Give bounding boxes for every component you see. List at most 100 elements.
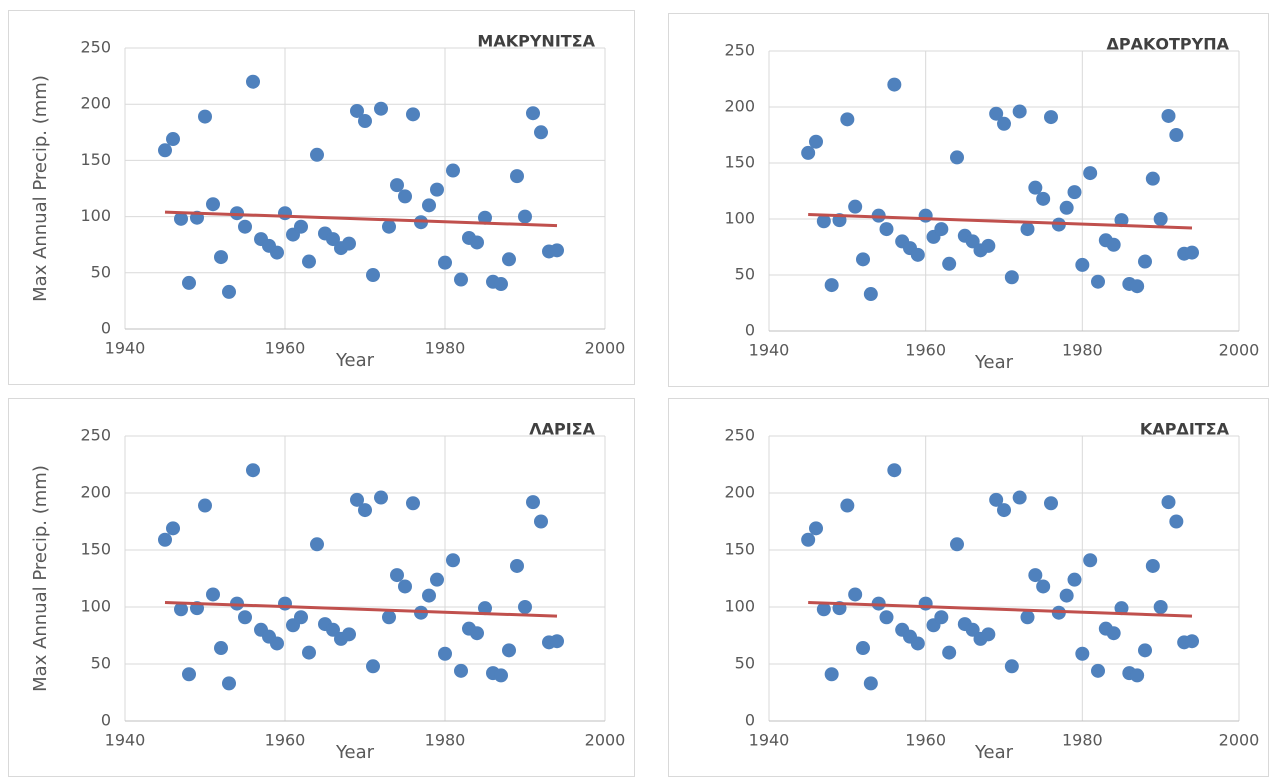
- x-tick-label: 2000: [585, 731, 626, 750]
- x-tick-label: 1980: [1062, 341, 1103, 360]
- data-point: [918, 208, 933, 223]
- data-point: [222, 284, 236, 299]
- data-point: [206, 197, 220, 212]
- x-axis-label: Year: [335, 742, 375, 763]
- data-point: [879, 610, 894, 625]
- data-point: [158, 143, 172, 158]
- chart-title: ΜΑΚΡΥΝΙΤΣΑ: [477, 32, 595, 51]
- data-point: [918, 596, 933, 611]
- data-point: [1075, 646, 1090, 661]
- x-tick-label: 1940: [749, 731, 790, 750]
- data-point: [824, 278, 839, 293]
- data-point: [470, 235, 484, 250]
- y-tick-label: 250: [80, 38, 111, 57]
- trendline: [164, 600, 558, 618]
- data-point: [246, 463, 260, 478]
- data-point: [1028, 180, 1043, 195]
- y-tick-label: 0: [101, 711, 111, 730]
- data-point: [358, 114, 372, 129]
- trendline: [164, 210, 558, 228]
- chart-title: ΔΡΑΚΟΤΡΥΠΑ: [1107, 35, 1230, 54]
- data-point: [390, 568, 404, 583]
- data-point: [174, 211, 188, 226]
- data-point: [1114, 601, 1129, 616]
- data-point: [801, 145, 816, 160]
- data-point: [302, 254, 316, 269]
- chart-title: ΛΑΡΙΣΑ: [529, 420, 595, 439]
- data-point: [863, 676, 878, 691]
- data-point: [382, 610, 396, 625]
- data-point: [158, 532, 172, 547]
- data-point: [198, 498, 212, 513]
- y-tick-label: 200: [724, 97, 755, 116]
- data-point: [406, 496, 420, 511]
- data-point: [1059, 200, 1074, 215]
- chart-panel: 0 50 100 150 200 250 1940 1960 1980 2000 ΜΑΚΡΥΝΙΤΣ…: [8, 10, 635, 385]
- x-tick-label: 1940: [749, 341, 790, 360]
- data-point: [174, 602, 188, 617]
- data-point: [887, 77, 902, 92]
- data-point: [816, 214, 831, 229]
- data-point: [270, 636, 284, 651]
- data-point: [989, 106, 1004, 121]
- panel-border: [8, 10, 635, 385]
- data-point: [887, 463, 902, 478]
- data-point: [1091, 274, 1105, 289]
- x-axis-label: Year: [335, 350, 375, 371]
- y-tick-label: 0: [745, 711, 755, 730]
- data-point: [238, 610, 252, 625]
- data-point: [310, 147, 324, 162]
- data-point: [374, 490, 388, 505]
- y-tick-label: 100: [724, 597, 755, 616]
- data-point: [342, 627, 356, 642]
- data-point: [294, 219, 308, 234]
- data-point: [1044, 110, 1058, 125]
- data-point: [422, 198, 436, 213]
- data-point: [1083, 166, 1098, 181]
- data-point: [310, 537, 324, 552]
- data-point: [1185, 245, 1199, 260]
- data-point: [934, 222, 949, 237]
- data-point: [1020, 610, 1035, 625]
- data-point: [816, 602, 831, 617]
- data-point: [942, 645, 957, 660]
- y-tick-label: 250: [724, 41, 755, 60]
- data-point: [294, 610, 308, 625]
- data-point: [270, 245, 284, 260]
- data-point: [518, 600, 532, 614]
- data-point: [454, 272, 468, 287]
- data-point: [198, 109, 212, 124]
- data-point: [1020, 222, 1035, 237]
- data-point: [1145, 171, 1160, 186]
- data-point: [1138, 643, 1152, 658]
- panel-border: [668, 398, 1269, 777]
- data-point: [398, 189, 412, 204]
- y-tick-label: 150: [80, 540, 111, 559]
- data-point: [1004, 270, 1019, 285]
- chart-panel: 0 50 100 150 200 250 1940 1960 1980 2000 ΛΑΡΙΣΑ Yea…: [8, 398, 635, 777]
- data-point: [166, 521, 180, 536]
- x-tick-label: 2000: [1219, 341, 1260, 360]
- data-point: [494, 668, 508, 683]
- x-axis-label: Year: [974, 742, 1014, 763]
- data-point: [278, 206, 292, 221]
- data-point: [526, 495, 540, 510]
- data-point: [398, 579, 412, 594]
- x-tick-label: 1960: [265, 339, 306, 358]
- data-point: [1075, 257, 1090, 272]
- data-point: [430, 572, 444, 587]
- data-point: [1106, 626, 1121, 641]
- data-point: [446, 163, 460, 178]
- data-point: [510, 169, 524, 184]
- data-point: [350, 103, 364, 118]
- data-point: [526, 106, 540, 121]
- x-axis-label: Year: [974, 352, 1014, 373]
- data-point: [824, 667, 839, 682]
- data-point: [1153, 212, 1168, 226]
- data-point: [214, 250, 228, 265]
- y-tick-label: 150: [724, 153, 755, 172]
- x-tick-label: 1940: [105, 731, 146, 750]
- x-tick-label: 2000: [1219, 731, 1260, 750]
